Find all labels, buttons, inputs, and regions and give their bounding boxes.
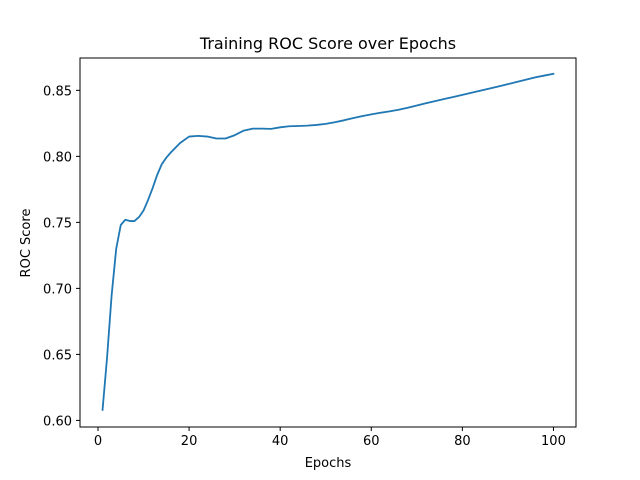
y-tick-label-3: 0.75 [43, 216, 72, 231]
y-tick-label-0: 0.60 [43, 414, 72, 429]
y-axis-label: ROC Score [19, 209, 34, 278]
plot-frame [79, 57, 577, 428]
y-tick-label-2: 0.70 [43, 282, 72, 297]
series-line-0 [101, 72, 555, 411]
x-tick-label-4: 80 [454, 434, 471, 449]
chart-title: Training ROC Score over Epochs [199, 34, 456, 53]
x-tick-label-0: 0 [94, 434, 102, 449]
x-tick-label-5: 100 [541, 434, 566, 449]
x-tick-label-3: 60 [363, 434, 380, 449]
x-tick-label-1: 20 [181, 434, 198, 449]
y-tick-label-1: 0.65 [43, 348, 72, 363]
x-axis-label: Epochs [305, 456, 352, 471]
y-tick-label-5: 0.85 [43, 84, 72, 99]
y-tick-label-4: 0.80 [43, 150, 72, 165]
x-tick-label-2: 40 [272, 434, 289, 449]
